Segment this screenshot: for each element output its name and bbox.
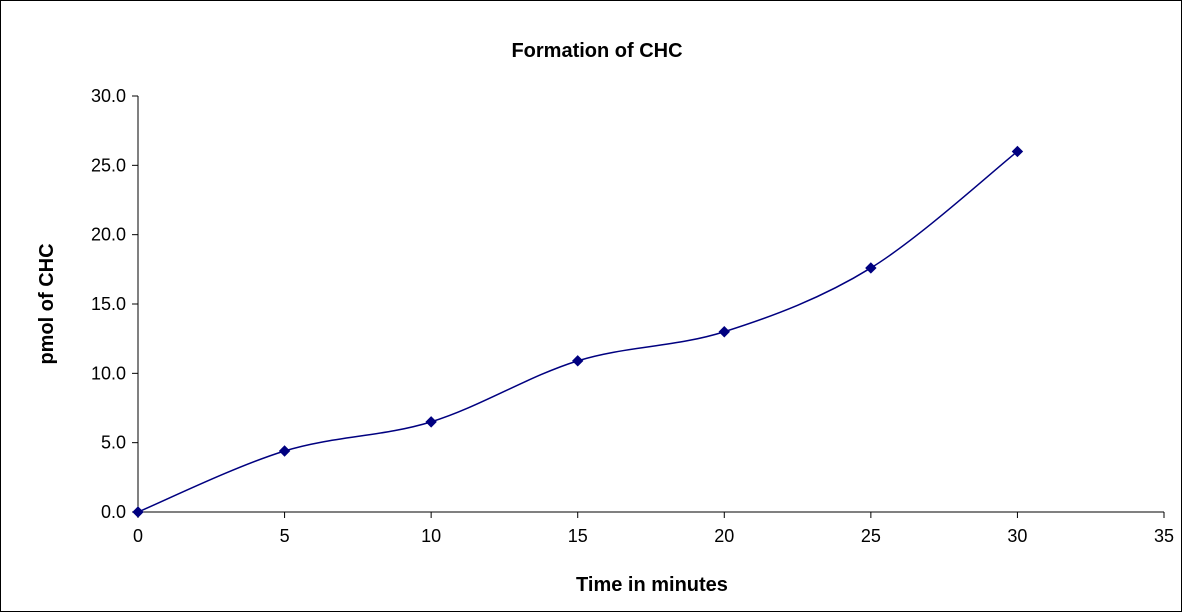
series-line <box>137 150 1018 513</box>
data-point-marker <box>425 416 437 428</box>
x-tick-label: 30 <box>1007 526 1027 546</box>
x-tick-label: 10 <box>421 526 441 546</box>
y-tick-label: 30.0 <box>91 86 126 106</box>
y-axis-title: pmol of CHC <box>36 243 58 364</box>
y-tick-label: 5.0 <box>101 433 126 453</box>
y-tick-label: 25.0 <box>91 155 126 175</box>
data-point-marker <box>278 445 291 457</box>
x-tick-label: 15 <box>568 526 588 546</box>
x-tick-label: 5 <box>280 526 290 546</box>
tick-labels: 0.0 5.0 10.0 15.0 20.0 25.0 30.0 0 5 10 15 20 25 30 35 <box>91 86 1174 546</box>
x-tick-label: 35 <box>1154 526 1174 546</box>
axes <box>132 95 1165 518</box>
data-point-marker <box>132 506 144 518</box>
data-point-marker <box>718 326 730 338</box>
y-tick-label: 0.0 <box>101 502 126 522</box>
x-axis-title: Time in minutes <box>576 574 728 596</box>
y-tick-label: 20.0 <box>91 225 126 245</box>
x-tick-label: 20 <box>714 526 734 546</box>
data-point-marker <box>1011 145 1024 158</box>
x-tick-label: 0 <box>133 526 143 546</box>
y-tick-label: 15.0 <box>91 294 126 314</box>
x-tick-label: 25 <box>861 526 881 546</box>
data-point-marker <box>865 262 877 274</box>
data-markers <box>132 145 1024 518</box>
chart-title: Formation of CHC <box>511 40 682 62</box>
y-tick-label: 10.0 <box>91 363 126 383</box>
data-point-marker <box>572 355 584 367</box>
